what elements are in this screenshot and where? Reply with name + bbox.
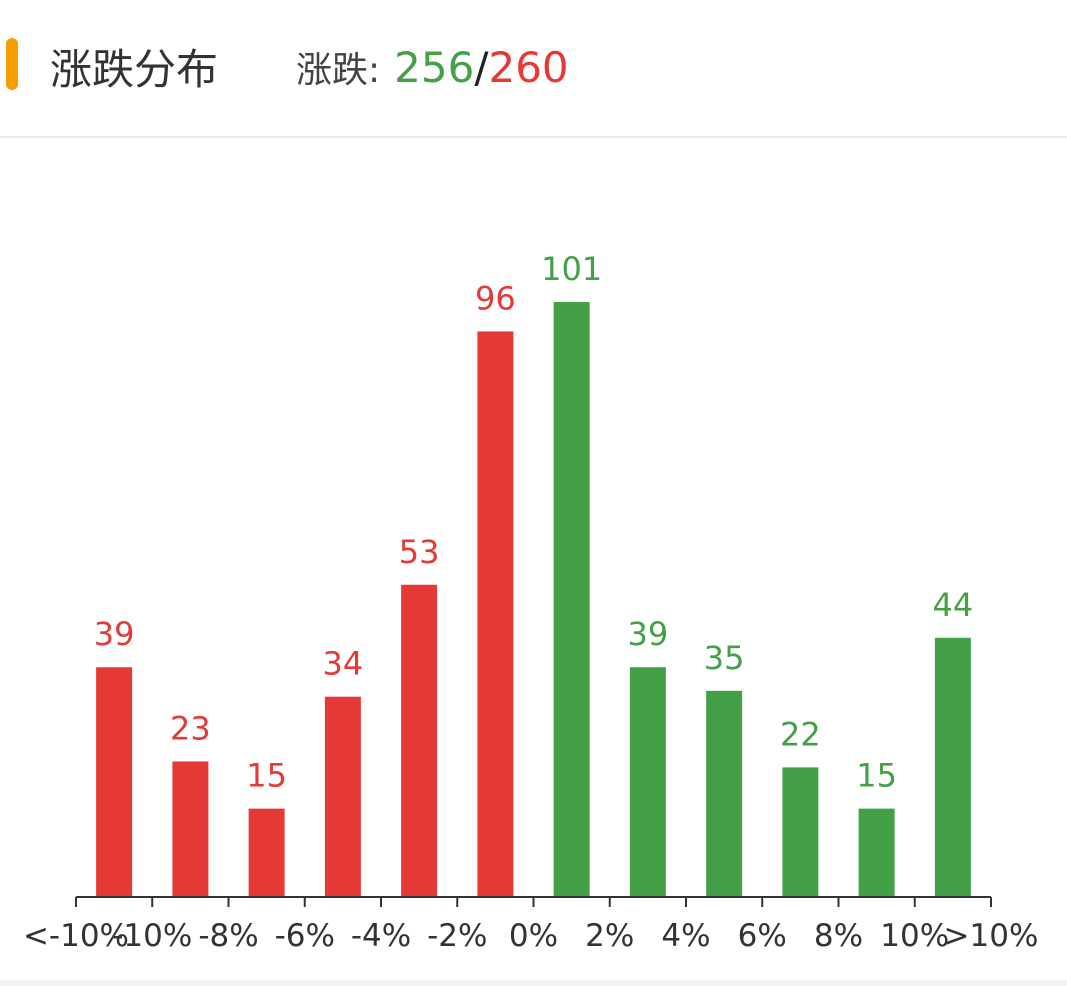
bar — [858, 808, 895, 897]
bar — [706, 690, 743, 897]
value-label: 53 — [399, 533, 440, 571]
summary-label: 涨跌: — [296, 50, 380, 91]
bar — [629, 667, 666, 897]
x-tick-label: 10% — [880, 918, 949, 954]
x-tick-label: -4% — [351, 918, 411, 954]
value-label: 96 — [475, 279, 516, 317]
bar — [324, 696, 361, 897]
bar — [401, 584, 438, 897]
value-label: 23 — [170, 710, 211, 748]
bar — [553, 302, 590, 897]
bar — [477, 331, 514, 897]
value-label: 39 — [94, 615, 135, 653]
x-tick-label: -10% — [112, 918, 192, 954]
x-tick-label: -6% — [275, 918, 335, 954]
bar — [934, 637, 971, 897]
up-count: 256 — [394, 43, 474, 92]
x-tick-label: >10% — [944, 918, 1039, 954]
bar — [96, 667, 133, 897]
value-label: 34 — [323, 645, 364, 683]
bar — [782, 767, 819, 897]
value-label: 44 — [933, 586, 974, 624]
x-tick-label: 6% — [738, 918, 787, 954]
separator: / — [474, 43, 489, 92]
x-tick-label: 2% — [585, 918, 634, 954]
value-label: 22 — [780, 715, 821, 753]
x-tick-label: -8% — [198, 918, 258, 954]
bar — [172, 761, 209, 897]
divider — [0, 136, 1067, 138]
x-tick-label: 4% — [661, 918, 710, 954]
summary: 涨跌: 256/260 — [296, 43, 569, 92]
value-label: 15 — [856, 757, 897, 795]
x-tick-label: 8% — [814, 918, 863, 954]
x-tick-label: <-10% — [23, 918, 129, 954]
value-label: 35 — [704, 639, 745, 677]
value-label: 15 — [246, 757, 287, 795]
bar — [248, 808, 285, 897]
accent-bar — [6, 38, 18, 90]
value-label: 101 — [541, 250, 602, 288]
x-tick-label: -2% — [427, 918, 487, 954]
title: 涨跌分布 — [50, 45, 218, 94]
down-count: 260 — [488, 43, 568, 92]
value-label: 39 — [628, 615, 669, 653]
bottom-strip — [0, 980, 1067, 986]
x-tick-label: 0% — [509, 918, 558, 954]
